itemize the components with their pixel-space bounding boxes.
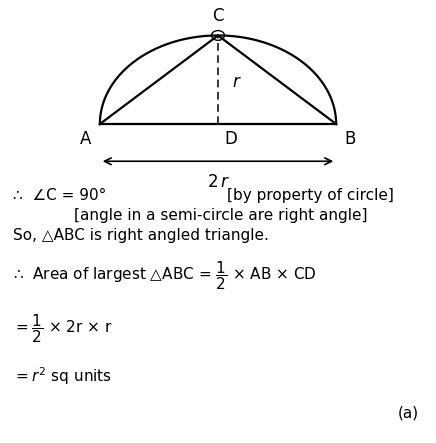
Text: D: D xyxy=(224,130,237,148)
Text: [angle in a semi-circle are right angle]: [angle in a semi-circle are right angle] xyxy=(74,208,368,223)
Text: $r$: $r$ xyxy=(232,74,242,91)
Text: [by property of circle]: [by property of circle] xyxy=(227,188,394,203)
Text: A: A xyxy=(80,130,92,148)
Text: B: B xyxy=(344,130,356,148)
Text: ∴  Area of largest △ABC = $\dfrac{1}{2}$ × AB × CD: ∴ Area of largest △ABC = $\dfrac{1}{2}$ … xyxy=(13,259,317,292)
Text: $= r^2$ sq units: $= r^2$ sq units xyxy=(13,365,112,387)
Text: (a): (a) xyxy=(398,406,419,421)
Text: C: C xyxy=(212,7,224,25)
Text: $2\,r$: $2\,r$ xyxy=(207,173,229,191)
Text: So, △ABC is right angled triangle.: So, △ABC is right angled triangle. xyxy=(13,228,269,243)
Text: ∴  ∠C = 90°: ∴ ∠C = 90° xyxy=(13,188,106,203)
Text: $= \dfrac{1}{2}$ × 2r × r: $= \dfrac{1}{2}$ × 2r × r xyxy=(13,312,112,345)
